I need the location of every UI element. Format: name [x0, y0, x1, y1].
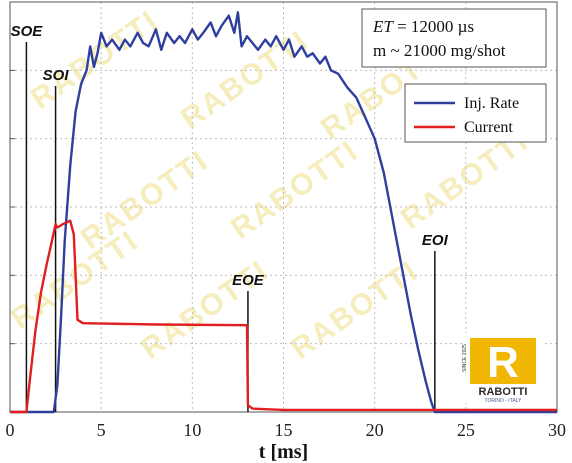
info-et-var: ET [372, 17, 394, 36]
event-label-soi: SOI [43, 67, 70, 84]
rabotti-logo: R RABOTTI TORINO - ITALY SINCE 1925 [462, 333, 544, 404]
legend-label-inj-rate: Inj. Rate [464, 95, 519, 112]
x-tick-label: 10 [183, 420, 201, 440]
series-line-inj-rate [10, 11, 557, 414]
watermark-text: RABOTTI [75, 144, 215, 256]
watermark-text: RABOTTI [285, 254, 425, 366]
legend: Inj. Rate Current [404, 83, 547, 143]
info-mass: m ~ 21000 mg/shot [373, 41, 506, 60]
watermark-text: RABOTTI [225, 134, 365, 246]
x-tick-label: 5 [97, 420, 106, 440]
event-label-eoe: EOE [232, 272, 265, 289]
series-lines [10, 11, 557, 414]
event-label-eoi: EOI [422, 232, 449, 249]
plot-frame [9, 1, 558, 413]
x-axis-title: t [ms] [259, 441, 308, 463]
info-box: ET = 12000 µs m ~ 21000 mg/shot [361, 8, 547, 68]
x-tick-label: 0 [6, 420, 15, 440]
x-tick-label: 30 [548, 420, 566, 440]
legend-label-current: Current [464, 119, 513, 136]
event-label-soe: SOE [11, 23, 44, 40]
info-et-value: = 12000 µs [393, 17, 474, 36]
x-tick-label: 15 [275, 420, 293, 440]
series-line-current [10, 219, 557, 414]
logo-subtitle: TORINO - ITALY [485, 398, 523, 404]
watermark-text: RABOTTI [135, 254, 275, 366]
logo-since: SINCE 1925 [462, 344, 468, 372]
x-tick-label: 25 [457, 420, 475, 440]
event-markers: SOE SOI EOE EOI [11, 23, 449, 412]
info-energizing-time: ET = 12000 µs [372, 17, 474, 36]
x-tick-label: 20 [366, 420, 384, 440]
logo-letter: R [487, 338, 519, 387]
x-tick-labels: 0 5 10 15 20 25 30 [6, 420, 567, 440]
logo-name: RABOTTI [479, 386, 528, 398]
